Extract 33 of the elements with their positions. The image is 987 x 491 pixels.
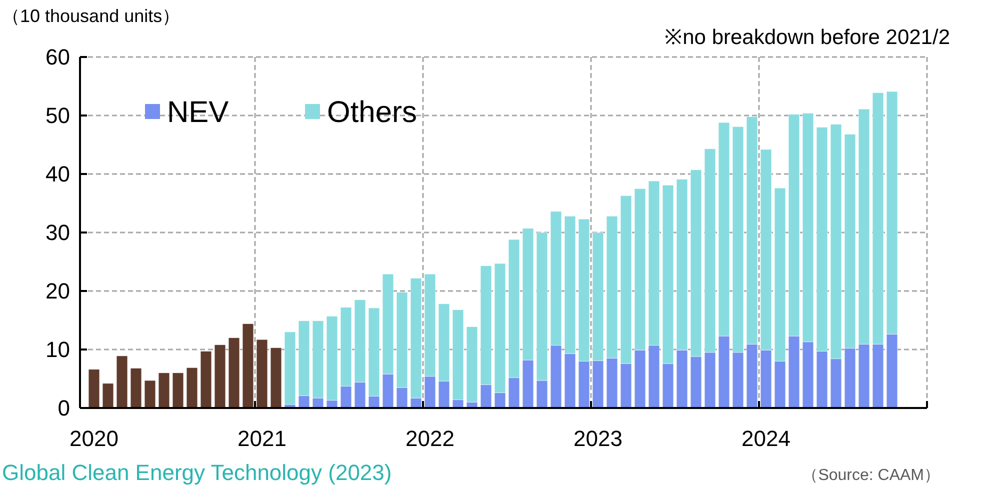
text: ※no breakdown before 2021/2 <box>664 26 950 49</box>
x-tick-label: 2020 <box>70 426 118 451</box>
bar <box>256 339 268 408</box>
bar <box>186 367 198 408</box>
x-tick-label: 2024 <box>742 426 790 451</box>
bar <box>200 351 212 408</box>
y-tick-label: 40 <box>46 162 70 187</box>
bar <box>158 372 170 408</box>
legend-label: NEV <box>167 96 229 129</box>
y-axis-title: （10 thousand units） <box>2 6 180 26</box>
bar <box>172 372 184 408</box>
x-tick-label: 2021 <box>238 426 286 451</box>
x-tick-label: 2022 <box>406 426 454 451</box>
bar <box>284 332 296 405</box>
bar <box>88 369 100 408</box>
text: Global Clean Energy Technology (2023) <box>2 460 392 485</box>
x-tick-label: 2023 <box>574 426 622 451</box>
bar <box>144 380 156 408</box>
y-tick-label: 30 <box>46 220 70 246</box>
y-tick-label: 10 <box>46 337 70 362</box>
legend-label: Others <box>327 96 418 129</box>
text: （Source: CAAM） <box>802 467 940 484</box>
bar <box>242 324 254 408</box>
y-tick-label: 0 <box>58 396 70 421</box>
y-tick-label: 50 <box>46 103 70 128</box>
bar <box>102 383 114 408</box>
bar <box>116 356 128 408</box>
bar <box>130 368 142 408</box>
bar <box>228 338 240 408</box>
bar <box>214 344 226 408</box>
y-tick-label: 60 <box>46 44 70 70</box>
bar <box>270 348 282 408</box>
y-tick-label: 20 <box>46 278 70 304</box>
